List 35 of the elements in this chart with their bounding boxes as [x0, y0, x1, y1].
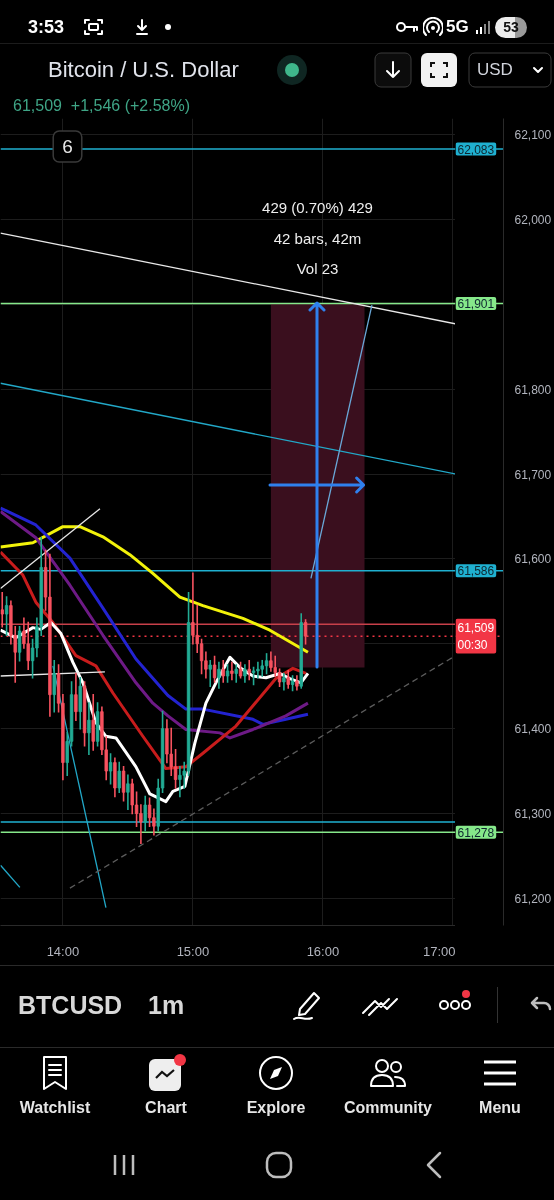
chart-subtitle: 61,509 +1,546 (+2.58%) [13, 96, 192, 116]
y-tick-label: 62,000 [514, 212, 552, 227]
annotation: 6 [62, 136, 73, 157]
y-tick-label: 61,700 [514, 467, 552, 482]
text: 53 [495, 17, 527, 38]
text: Community [343, 1098, 433, 1118]
y-tick-label: 61,300 [514, 806, 552, 821]
x-tick-label: 15:00 [176, 943, 210, 959]
text: USD [477, 59, 514, 81]
text: Chart [144, 1098, 188, 1118]
y-tick-label: 61,200 [514, 891, 552, 906]
x-tick-label: 17:00 [422, 943, 456, 959]
y-tick-label: 61,800 [514, 382, 552, 397]
text: Watchlist [18, 1098, 92, 1118]
text: 5G [446, 16, 470, 38]
ref-line-label: 61,509 00:30 [457, 620, 495, 652]
y-tick-label: 62,100 [514, 128, 552, 143]
ref-line-label: 61,278 [457, 825, 495, 840]
text: 3:53 [28, 16, 66, 39]
y-tick-label: 61,600 [514, 552, 552, 567]
text: Explore [245, 1098, 307, 1118]
annotation: 429 (0.70%) 429 [262, 199, 373, 216]
ref-line-label: 62,083 [457, 142, 495, 157]
annotation: Vol 23 [296, 260, 339, 277]
x-tick-label: 16:00 [306, 943, 340, 959]
text: Menu [478, 1098, 522, 1118]
text: BTCUSD [18, 990, 124, 1021]
line-series [0, 525, 310, 654]
chart-title: Bitcoin / U.S. Dollar [48, 56, 240, 84]
ref-line-label: 61,586 [457, 564, 495, 579]
annotation: 42 bars, 42m [273, 230, 362, 247]
y-tick-label: 61,400 [514, 722, 552, 737]
text: 1m [148, 990, 186, 1021]
ref-line-label: 61,901 [457, 296, 495, 311]
x-tick-label: 14:00 [46, 943, 80, 959]
